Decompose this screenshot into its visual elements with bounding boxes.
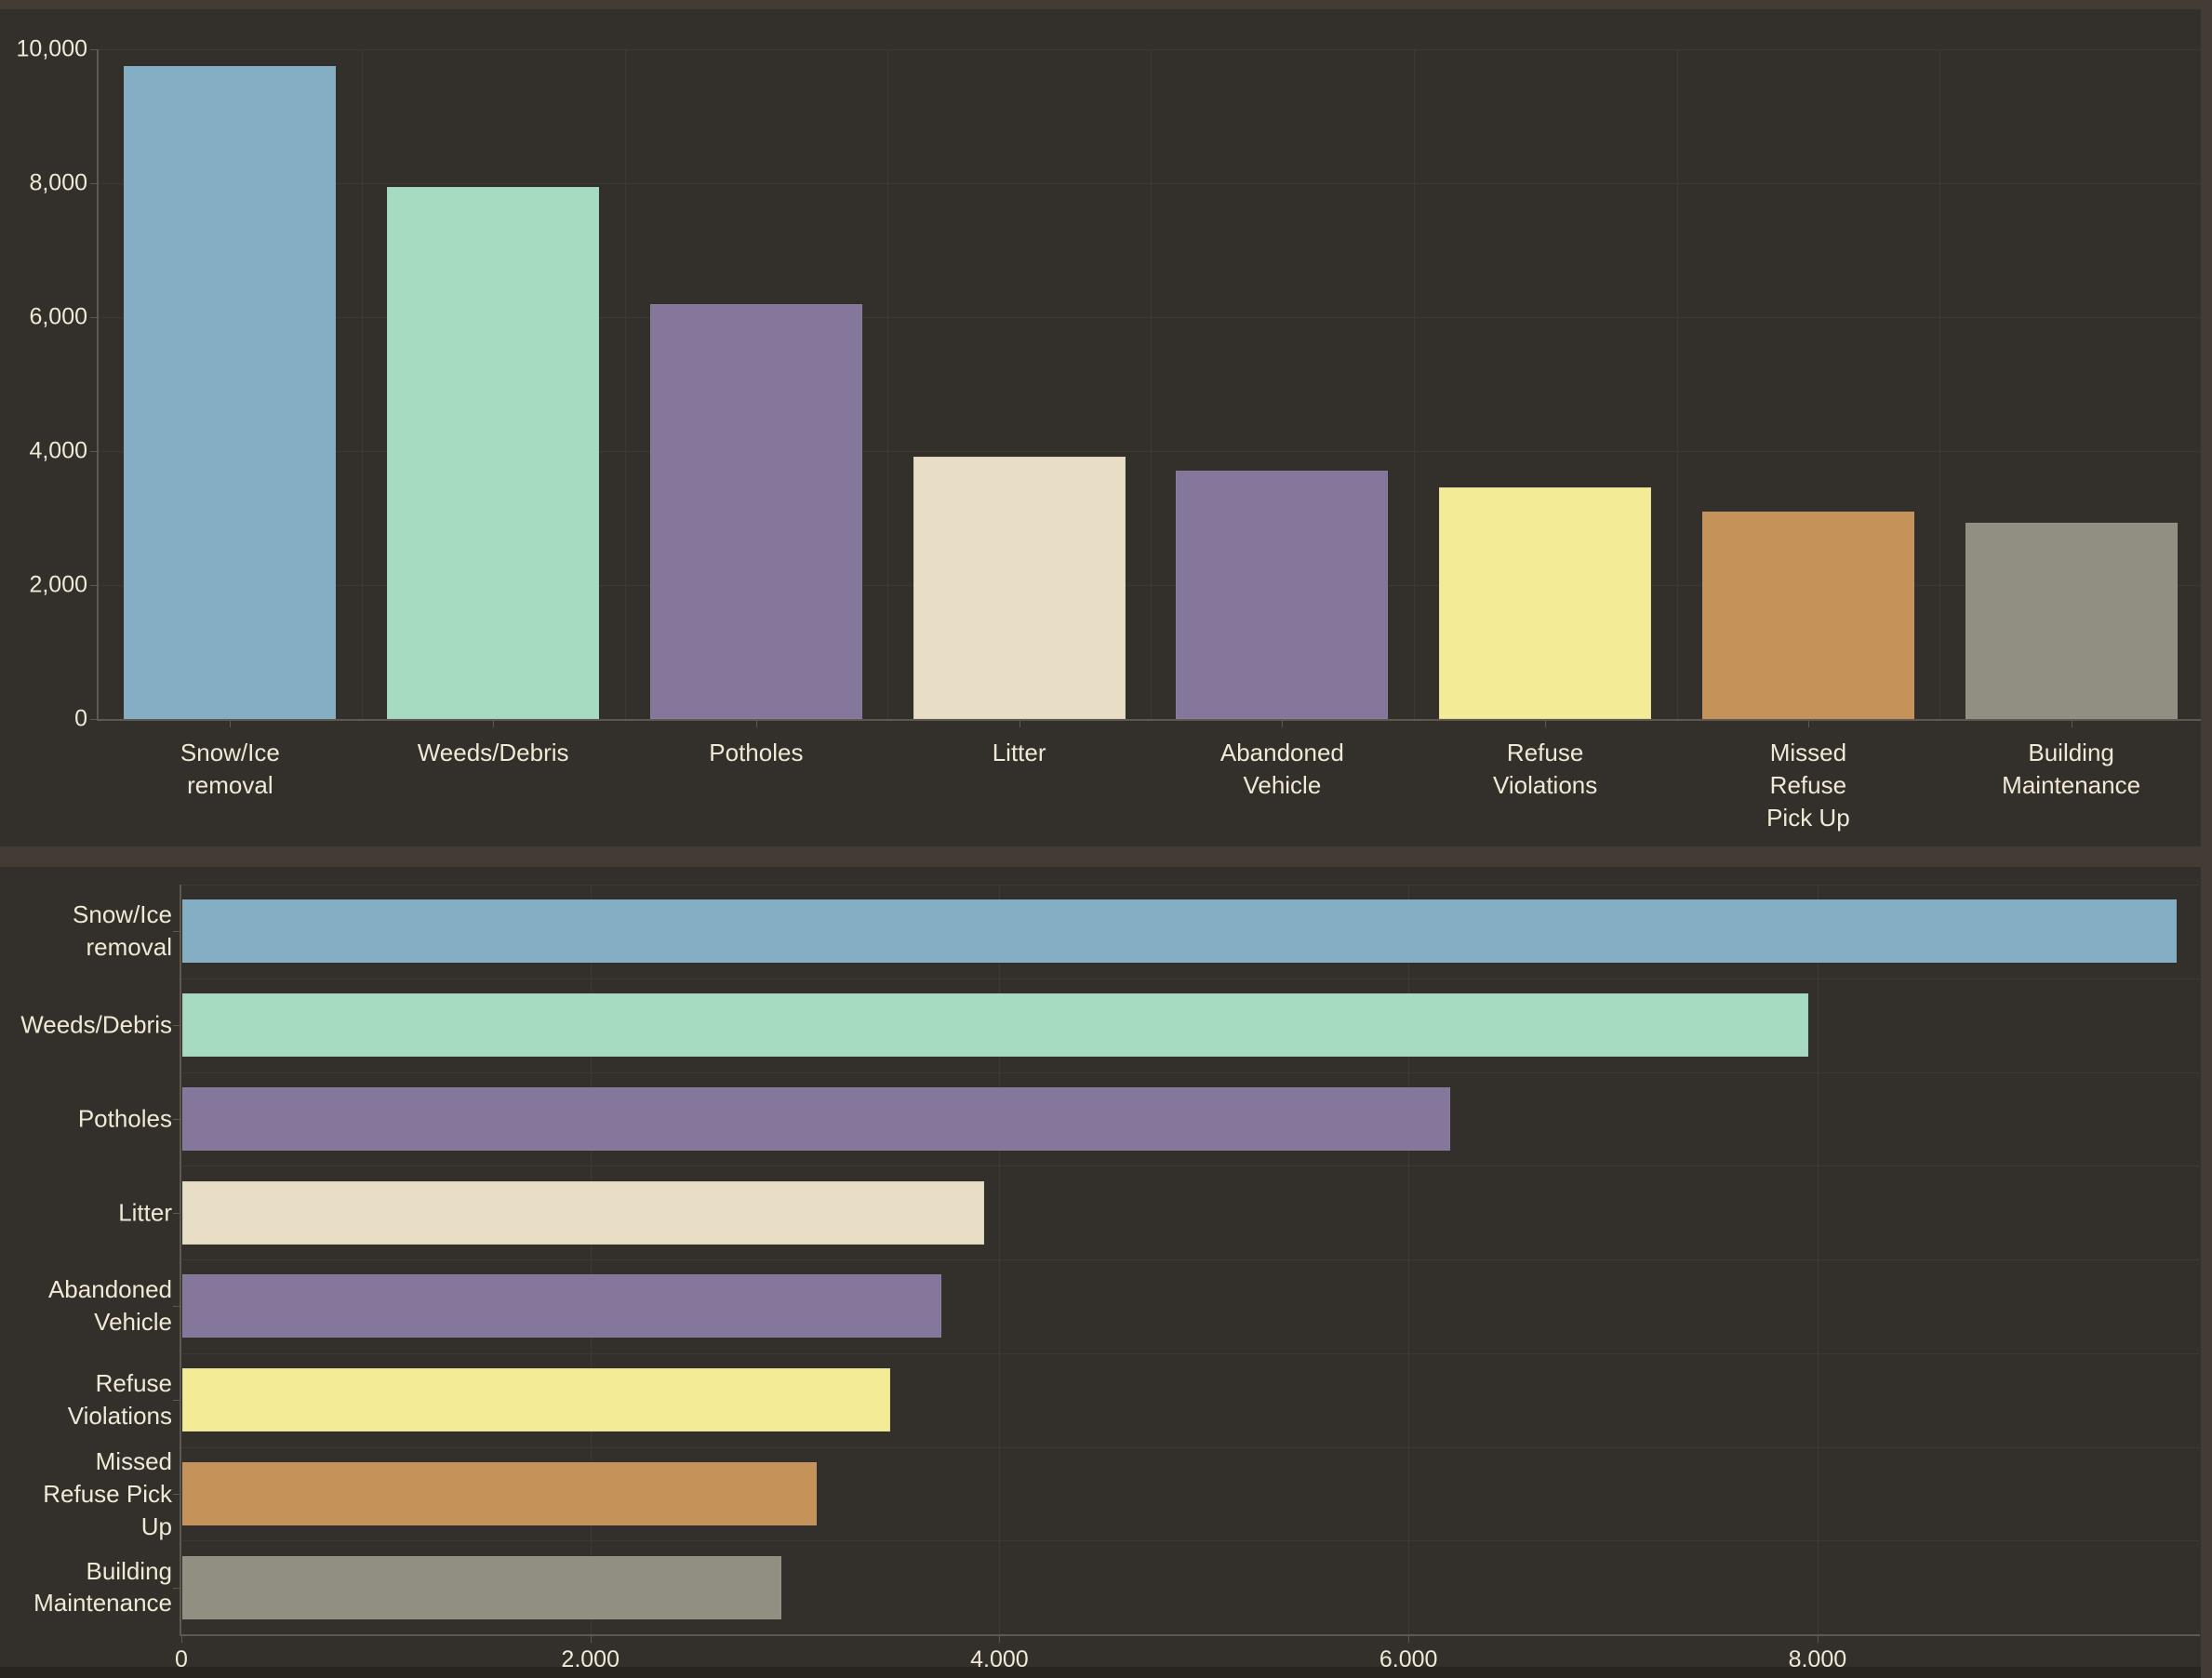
- y-axis-line: [97, 49, 99, 719]
- x-axis-tick: [1282, 719, 1284, 727]
- category-label-weeds-debris: Weeds/Debris: [20, 1010, 172, 1039]
- row-bar-building-maintenance[interactable]: [182, 1555, 782, 1619]
- y-axis-tick: [173, 1025, 180, 1027]
- row-bar-missed-refuse-pick-up[interactable]: [182, 1461, 817, 1525]
- gridline-horizontal: [181, 1540, 2200, 1542]
- x-axis-tick: [755, 719, 757, 727]
- y-axis-tick: [90, 451, 98, 452]
- y-axis-tick-label: 0: [74, 705, 87, 732]
- column-bar-potholes[interactable]: [649, 303, 862, 719]
- category-label-missed-refuse-pick-up: Missed Refuse Pick Up: [43, 1446, 172, 1540]
- panel-top-edge: [0, 0, 2212, 9]
- category-label-abandoned-vehicle: Abandoned Vehicle: [1219, 739, 1344, 799]
- y-axis-tick: [90, 317, 98, 318]
- y-axis-tick: [90, 585, 98, 586]
- gridline-vertical: [1939, 49, 1941, 719]
- column-bar-weeds-debris[interactable]: [387, 186, 600, 719]
- category-label-potholes: Potholes: [77, 1104, 172, 1133]
- y-axis-tick-label: 4,000: [29, 437, 87, 464]
- gridline-vertical: [887, 49, 889, 719]
- column-bar-building-maintenance[interactable]: [1965, 523, 2178, 719]
- y-axis-tick: [173, 1306, 180, 1308]
- category-label-potholes: Potholes: [709, 739, 804, 766]
- x-axis-tick: [1019, 719, 1020, 727]
- category-label-missed-refuse-pick-up: Missed Refuse Pick Up: [1766, 739, 1850, 832]
- gridline-horizontal: [181, 1165, 2200, 1167]
- x-axis-tick-label: 0: [175, 1646, 188, 1672]
- column-bar-abandoned-vehicle[interactable]: [1176, 470, 1389, 719]
- y-axis-line: [180, 885, 181, 1634]
- category-label-litter: Litter: [992, 739, 1046, 766]
- gridline-vertical: [1151, 49, 1152, 719]
- gridline-horizontal: [181, 1352, 2200, 1354]
- column-bar-refuse-violations[interactable]: [1439, 486, 1652, 719]
- row-bar-weeds-debris[interactable]: [182, 993, 1808, 1058]
- y-axis-tick: [173, 1493, 180, 1495]
- y-axis-tick: [173, 1118, 180, 1120]
- category-label-building-maintenance: Building Maintenance: [33, 1556, 172, 1618]
- panel-right-edge: [2201, 0, 2212, 1678]
- x-axis-tick: [493, 719, 495, 727]
- x-axis-tick: [590, 1634, 592, 1643]
- category-label-litter: Litter: [118, 1198, 172, 1227]
- x-axis-tick: [1817, 1634, 1819, 1643]
- column-bar-missed-refuse-pick-up[interactable]: [1701, 511, 1914, 719]
- column-bar-litter[interactable]: [913, 456, 1126, 719]
- gridline-vertical: [1413, 49, 1415, 719]
- x-axis-tick: [181, 1634, 182, 1643]
- gridline-horizontal: [181, 885, 2200, 886]
- x-axis-tick: [1408, 1634, 1410, 1643]
- x-axis-tick: [999, 1634, 1001, 1643]
- gridline-vertical: [361, 49, 363, 719]
- row-bar-potholes[interactable]: [182, 1086, 1451, 1151]
- y-axis-tick: [90, 49, 98, 50]
- y-axis-tick-label: 8,000: [29, 169, 87, 196]
- row-bar-litter[interactable]: [182, 1180, 984, 1245]
- panel-bottom-edge: [0, 1667, 2212, 1678]
- category-label-snow-ice-removal: Snow/Ice removal: [180, 739, 280, 799]
- gridline-horizontal: [181, 1259, 2200, 1260]
- category-label-abandoned-vehicle: Abandoned Vehicle: [47, 1275, 172, 1337]
- row-bar-snow-ice-removal[interactable]: [182, 899, 2177, 964]
- gridline-vertical: [624, 49, 626, 719]
- row-bar-abandoned-vehicle[interactable]: [182, 1274, 941, 1338]
- category-label-refuse-violations: Refuse Violations: [1492, 739, 1598, 799]
- y-axis-tick: [90, 719, 98, 720]
- category-label-weeds-debris: Weeds/Debris: [417, 739, 569, 766]
- y-axis-tick: [173, 1400, 180, 1402]
- x-axis-line: [97, 719, 2203, 721]
- y-axis-tick: [90, 183, 98, 184]
- gridline-vertical: [1676, 49, 1678, 719]
- x-axis-line: [180, 1634, 2200, 1636]
- y-axis-tick-label: 10,000: [16, 35, 87, 62]
- y-axis-tick: [173, 1587, 180, 1589]
- y-axis-tick-label: 2,000: [29, 571, 87, 598]
- category-label-building-maintenance: Building Maintenance: [2002, 739, 2141, 799]
- y-axis-tick: [173, 1212, 180, 1214]
- column-bar-snow-ice-removal[interactable]: [124, 66, 337, 719]
- y-axis-tick-label: 6,000: [29, 303, 87, 330]
- row-bar-refuse-violations[interactable]: [182, 1368, 890, 1432]
- panel-divider: [0, 846, 2212, 867]
- gridline-horizontal: [181, 1072, 2200, 1073]
- gridline-horizontal: [181, 1446, 2200, 1448]
- x-axis-tick: [1545, 719, 1547, 727]
- y-axis-tick: [173, 931, 180, 933]
- x-axis-tick: [230, 719, 232, 727]
- category-label-refuse-violations: Refuse Violations: [67, 1369, 172, 1431]
- x-axis-tick: [1807, 719, 1809, 727]
- category-label-snow-ice-removal: Snow/Ice removal: [73, 900, 172, 962]
